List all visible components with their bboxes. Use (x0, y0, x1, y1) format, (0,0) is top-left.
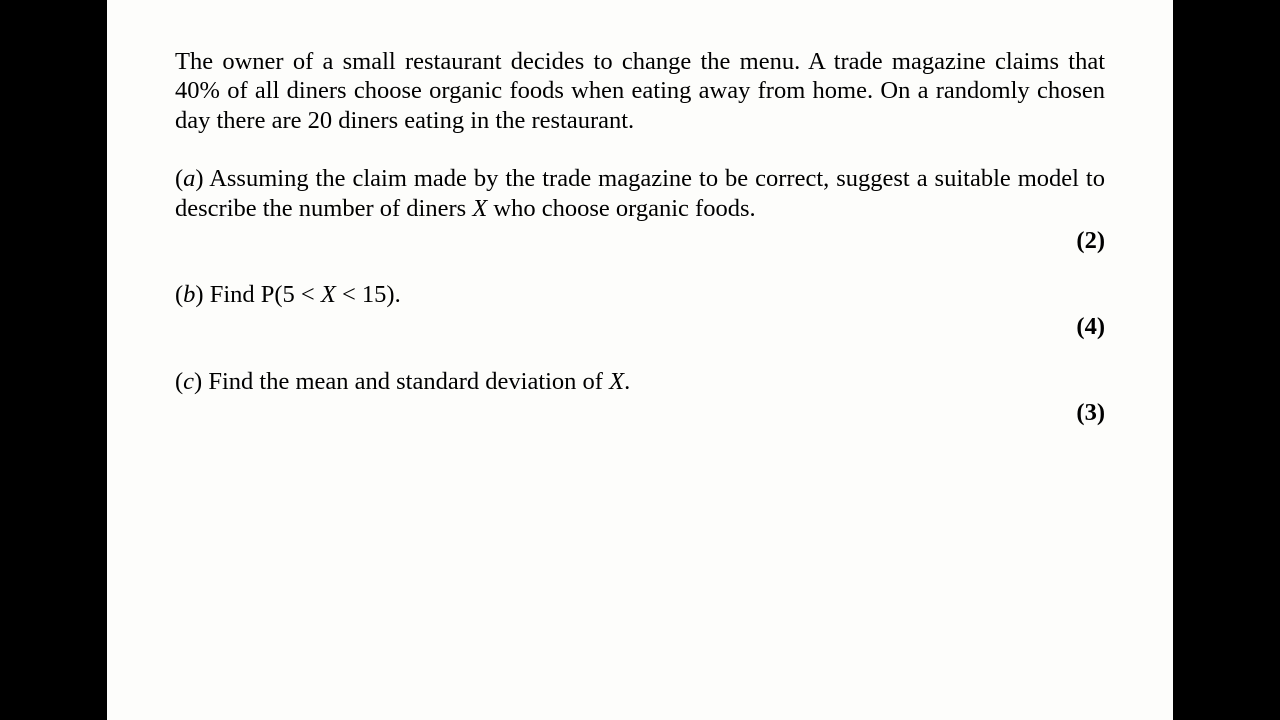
part-a: (a) Assuming the claim made by the trade… (175, 164, 1105, 224)
variable-X: X (472, 195, 487, 222)
part-b: (b) Find P(5 < X < 15). (175, 280, 1105, 310)
part-b-marks: (4) (175, 312, 1105, 342)
part-b-text-after: < 15). (336, 281, 401, 308)
part-a-text-after: who choose organic foods. (487, 195, 755, 222)
part-c-text-before: Find the mean and standard deviation of (208, 368, 609, 395)
part-b-text-before: Find P(5 < (210, 281, 321, 308)
part-b-label: b (183, 281, 195, 308)
part-c-marks: (3) (175, 398, 1105, 428)
exam-page: The owner of a small restaurant decides … (107, 0, 1173, 720)
question-intro: The owner of a small restaurant decides … (175, 47, 1105, 137)
part-c-label: c (183, 368, 194, 395)
part-c-text-after: . (624, 368, 630, 395)
part-a-label: a (183, 165, 195, 192)
part-c: (c) Find the mean and standard deviation… (175, 367, 1105, 397)
variable-X: X (609, 368, 624, 395)
part-a-marks: (2) (175, 226, 1105, 256)
variable-X: X (321, 281, 336, 308)
